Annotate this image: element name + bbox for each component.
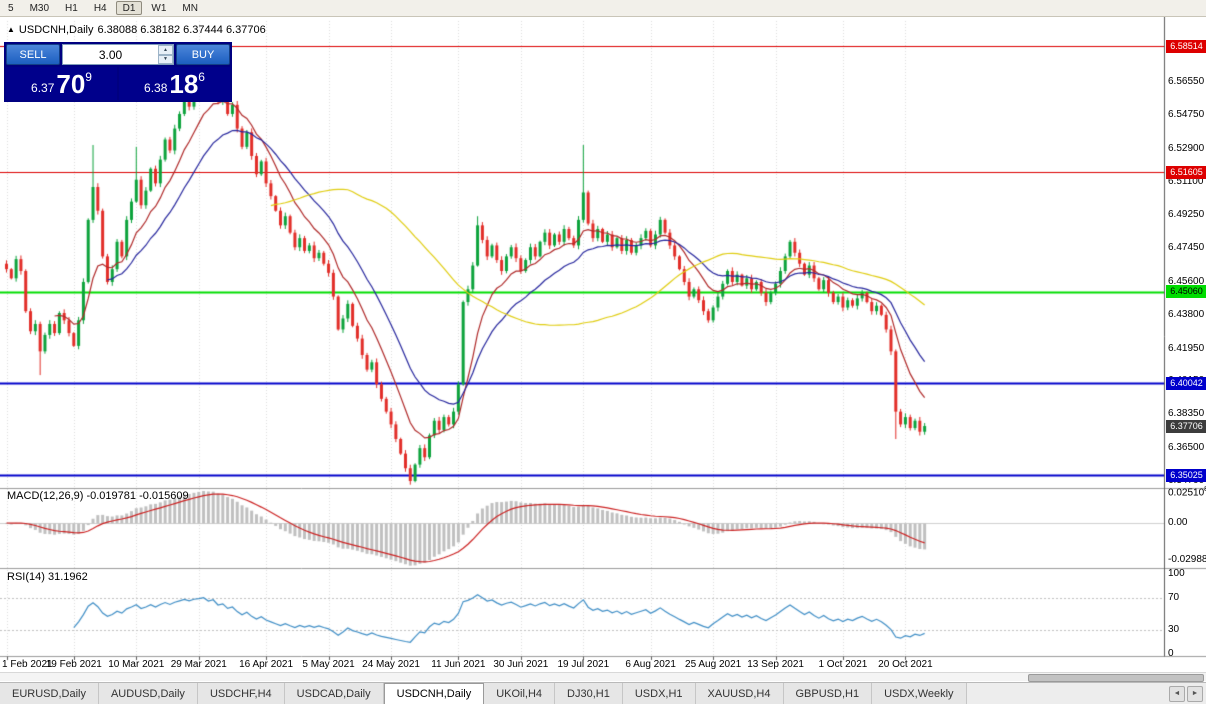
collapse-triangle-icon[interactable]: ▲ — [7, 25, 15, 34]
tab-scroll-controls: ◄ ► — [1166, 683, 1206, 704]
buy-price-bigfigure: 6.38 — [144, 80, 168, 95]
buy-price-display[interactable]: 6.38 18 6 — [119, 67, 230, 100]
price-scale-tick: 6.56550 — [1168, 76, 1205, 87]
timeframe-button-h1[interactable]: H1 — [58, 1, 85, 15]
tab-scroll-left-button[interactable]: ◄ — [1169, 685, 1185, 702]
buy-button[interactable]: BUY — [176, 44, 230, 65]
lot-decrease-button[interactable]: ▼ — [158, 54, 173, 64]
timeframe-toolbar: 5 M30 H1 H4 D1 W1 MN — [0, 0, 1206, 17]
lot-size-value[interactable]: 3.00 — [98, 47, 123, 62]
hline-price-tag: 6.45060 — [1166, 285, 1206, 299]
price-scale-tick: 6.45600 — [1168, 275, 1205, 287]
tab-scroll-right-button[interactable]: ► — [1187, 685, 1203, 702]
date-label: 1 Oct 2021 — [818, 659, 868, 670]
macd-scale-tick: 0.00 — [1168, 517, 1188, 528]
date-label: 1 Feb 2021 — [2, 659, 53, 670]
price-scale-tick: 6.47450 — [1168, 242, 1205, 254]
date-label: 6 Aug 2021 — [625, 659, 676, 670]
sell-button[interactable]: SELL — [6, 44, 60, 65]
chart-ohlc-title: ▲ USDCNH,Daily 6.38088 6.38182 6.37444 6.3… — [7, 24, 270, 36]
price-scale-tick: 6.51100 — [1168, 175, 1204, 187]
sell-price-display[interactable]: 6.37 70 9 — [6, 67, 117, 100]
chart-tab-usdchf-h4[interactable]: USDCHF,H4 — [197, 683, 285, 704]
macd-indicator-header: MACD(12,26,9) -0.019781 -0.015609 — [7, 490, 189, 502]
lot-size-field[interactable]: 3.00 ▲ ▼ — [62, 44, 174, 65]
rsi-scale-tick: 70 — [1168, 592, 1180, 603]
one-click-trading-panel: SELL 3.00 ▲ ▼ BUY 6.37 70 9 6.38 18 6 — [4, 42, 232, 102]
chart-symbol-label: USDCNH,Daily — [18, 24, 94, 36]
date-label: 13 Sep 2021 — [747, 659, 804, 670]
price-scale-tick: 6.41950 — [1168, 342, 1205, 354]
price-scale-tick: 6.36500 — [1168, 442, 1205, 454]
buy-price-pips: 18 — [169, 68, 199, 99]
date-label: 24 May 2021 — [362, 659, 420, 670]
timeframe-button-m30[interactable]: M30 — [23, 1, 56, 15]
rsi-scale-tick: 100 — [1168, 568, 1185, 579]
rsi-indicator-header: RSI(14) 31.1962 — [7, 571, 88, 583]
date-label: 10 Mar 2021 — [108, 659, 165, 670]
price-scale-tick: 6.38350 — [1168, 408, 1205, 420]
hline-price-tag: 6.58514 — [1166, 39, 1206, 53]
date-label: 30 Jun 2021 — [493, 659, 549, 670]
chart-tabs-bar: EURUSD,Daily AUDUSD,Daily USDCHF,H4 USDCAD,… — [0, 682, 1206, 704]
price-scale-tick: 6.49250 — [1168, 209, 1205, 221]
date-label: 29 Mar 2021 — [170, 659, 227, 670]
date-label: 19 Jul 2021 — [557, 659, 610, 670]
price-scale-tick: 6.54750 — [1168, 108, 1205, 120]
date-label: 5 May 2021 — [302, 659, 355, 670]
date-label: 16 Apr 2021 — [239, 659, 294, 670]
current-price-tag: 6.37706 — [1166, 419, 1206, 433]
hline-price-tag: 6.51605 — [1166, 165, 1206, 179]
timeframe-button-h4[interactable]: H4 — [87, 1, 114, 15]
timeframe-button-5[interactable]: 5 — [1, 1, 21, 15]
chart-tab-usdcnh-daily[interactable]: USDCNH,Daily — [383, 683, 485, 704]
chart-tab-usdcad-daily[interactable]: USDCAD,Daily — [284, 683, 384, 704]
rsi-scale-tick: 0 — [1168, 648, 1174, 659]
timeframe-button-d1[interactable]: D1 — [115, 1, 143, 15]
lot-spinner: ▲ ▼ — [158, 45, 173, 64]
sell-price-pips: 70 — [56, 68, 86, 99]
chart-tab-xauusd-h4[interactable]: XAUUSD,H4 — [695, 683, 784, 704]
chart-tab-usdx-weekly[interactable]: USDX,Weekly — [872, 683, 967, 704]
price-chart-canvas[interactable] — [0, 17, 1206, 672]
price-scale-tick: 6.52900 — [1168, 142, 1205, 154]
macd-scale-tick: -0.02988 — [1168, 554, 1206, 566]
timeframe-button-w1[interactable]: W1 — [144, 1, 173, 15]
timeframe-button-mn[interactable]: MN — [175, 1, 205, 15]
hline-price-tag: 6.40042 — [1166, 376, 1206, 390]
chart-tab-audusd-daily[interactable]: AUDUSD,Daily — [98, 683, 198, 704]
chart-tab-dj30-h1[interactable]: DJ30,H1 — [555, 683, 623, 704]
date-label: 19 Feb 2021 — [45, 659, 102, 670]
chart-horizontal-scrollbar[interactable] — [0, 672, 1206, 682]
chart-tab-gbpusd-h1[interactable]: GBPUSD,H1 — [783, 683, 873, 704]
date-label: 25 Aug 2021 — [685, 659, 742, 670]
hline-price-tag: 6.35025 — [1166, 468, 1206, 482]
lot-increase-button[interactable]: ▲ — [158, 45, 173, 55]
chart-ohlc-values: 6.38088 6.38182 6.37444 6.37706 — [97, 24, 266, 36]
chart-tab-eurusd-daily[interactable]: EURUSD,Daily — [0, 683, 99, 704]
sell-price-bigfigure: 6.37 — [31, 80, 55, 95]
rsi-scale-tick: 30 — [1168, 624, 1180, 635]
chart-tabs: EURUSD,Daily AUDUSD,Daily USDCHF,H4 USDCAD,… — [0, 683, 1166, 704]
chart-tab-usdx-h1[interactable]: USDX,H1 — [622, 683, 696, 704]
date-label: 11 Jun 2021 — [431, 659, 486, 670]
chart-tab-ukoil-h4[interactable]: UKOil,H4 — [484, 683, 556, 704]
buy-price-point: 6 — [198, 69, 205, 84]
macd-scale-tick: 0.025108 — [1168, 486, 1206, 498]
date-label: 20 Oct 2021 — [878, 659, 933, 670]
price-scale-tick: 6.43800 — [1168, 308, 1205, 320]
scrollbar-thumb[interactable] — [1028, 674, 1204, 682]
sell-price-point: 9 — [85, 69, 92, 84]
